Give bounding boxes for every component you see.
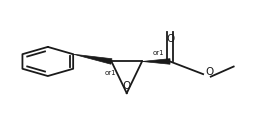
Polygon shape: [142, 59, 170, 64]
Polygon shape: [73, 54, 112, 64]
Text: or1: or1: [104, 70, 116, 76]
Text: O: O: [205, 67, 213, 77]
Text: O: O: [123, 81, 131, 91]
Text: or1: or1: [152, 50, 164, 56]
Text: O: O: [166, 34, 174, 44]
